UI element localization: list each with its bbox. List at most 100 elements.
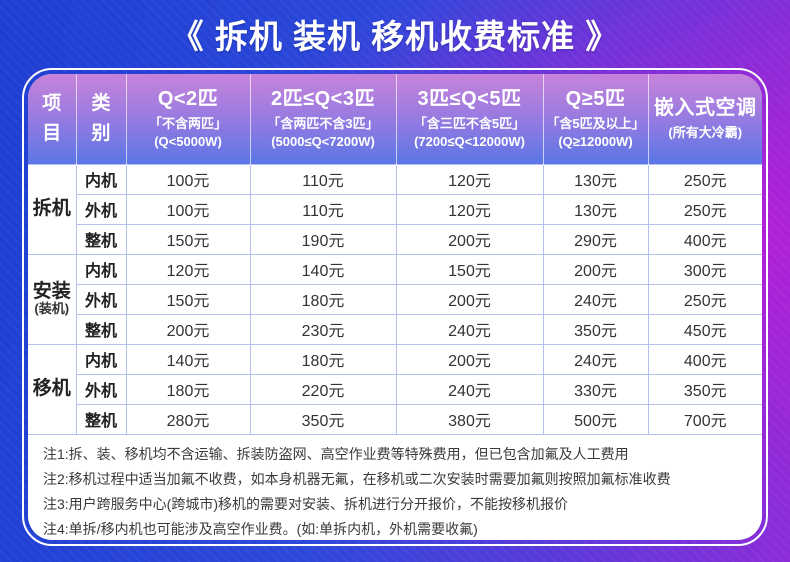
price-cell: 140元 (125, 343, 251, 375)
price-cell: 180元 (249, 343, 397, 375)
price-cell: 110元 (249, 193, 397, 225)
table-row: 外机 150元 180元 200元 240元 250元 (28, 283, 762, 315)
header-col-bracket: (所有大冷霸) (668, 124, 743, 140)
price-cell: 150元 (395, 253, 544, 285)
price-cell: 250元 (647, 163, 762, 195)
type-cell: 外机 (76, 193, 127, 225)
header-col-range: (7200≤Q<12000W) (414, 134, 525, 150)
type-cell: 外机 (76, 373, 127, 405)
type-cell: 整机 (76, 223, 127, 255)
type-cell: 内机 (75, 253, 127, 285)
notes-section: 注1:拆、装、移机均不含运输、拆装防盗网、高空作业费等特殊费用，但已包含加氟及人… (28, 435, 762, 541)
table-row: 外机 100元 110元 120元 130元 250元 (28, 193, 762, 225)
table-row: 安装 (装机) 内机 120元 140元 150元 200元 300元 (28, 253, 762, 345)
price-cell: 250元 (647, 283, 762, 315)
price-cell: 400元 (647, 343, 762, 375)
price-cell: 200元 (542, 253, 649, 285)
price-cell: 350元 (249, 403, 397, 435)
price-cell: 120元 (125, 253, 251, 285)
header-col-under-2hp: Q<2匹 「不含两匹」 (Q<5000W) (125, 74, 250, 164)
header-col-range: (5000≤Q<7200W) (271, 134, 375, 150)
table-row: 整机 280元 350元 380元 500元 700元 (28, 403, 762, 435)
section-label-install: 安装 (装机) (28, 253, 77, 345)
section-main-label: 拆机 (32, 198, 71, 219)
price-cell: 330元 (542, 373, 649, 405)
price-cell: 380元 (395, 403, 544, 435)
table-row: 移机 内机 140元 180元 200元 240元 400元 (28, 343, 762, 435)
price-cell: 220元 (249, 373, 397, 405)
header-col-range: (Q≥12000W) (558, 134, 633, 150)
pricing-card: 项 目 类 别 Q<2匹 「不含两匹」 (Q<5000W) 2匹≤Q<3匹 「含… (28, 74, 762, 540)
type-cell: 内机 (75, 343, 127, 375)
header-col-2-3hp: 2匹≤Q<3匹 「含两匹不含3匹」 (5000≤Q<7200W) (249, 74, 396, 164)
price-cell: 400元 (647, 223, 762, 255)
price-cell: 350元 (542, 313, 649, 345)
type-cell: 整机 (76, 313, 127, 345)
table-row: 整机 150元 190元 200元 290元 400元 (28, 223, 762, 255)
price-cell: 700元 (647, 403, 762, 435)
table-row: 外机 180元 220元 240元 330元 350元 (28, 373, 762, 405)
price-cell: 240元 (542, 343, 649, 375)
price-cell: 240元 (395, 313, 544, 345)
note-3: 注3:用户跨服务中心(跨城市)移机的需要对安装、拆机进行分开报价，不能按移机报价 (43, 495, 568, 512)
table-row: 整机 200元 230元 240元 350元 450元 (28, 313, 762, 345)
header-col-main: 3匹≤Q<5匹 (417, 88, 522, 111)
price-cell: 240元 (542, 283, 649, 315)
price-cell: 200元 (395, 343, 544, 375)
header-category-label: 类 别 (91, 92, 111, 144)
table-row: 拆机 内机 100元 110元 120元 130元 250元 (28, 163, 762, 255)
header-col-over-5hp: Q≥5匹 「含5匹及以上」 (Q≥12000W) (542, 74, 648, 164)
price-cell: 250元 (647, 193, 762, 225)
price-cell: 150元 (125, 283, 251, 315)
header-col-bracket: 「不含两匹」 (148, 116, 227, 132)
price-cell: 200元 (125, 313, 251, 345)
header-project-label: 项 目 (42, 92, 62, 144)
price-cell: 130元 (542, 163, 649, 195)
price-cell: 120元 (395, 163, 544, 195)
header-col-bracket: 「含两匹不含3匹」 (267, 116, 379, 132)
header-row: 项 目 类 别 Q<2匹 「不含两匹」 (Q<5000W) 2匹≤Q<3匹 「含… (28, 74, 762, 164)
pricing-table: 项 目 类 别 Q<2匹 「不含两匹」 (Q<5000W) 2匹≤Q<3匹 「含… (28, 74, 762, 435)
price-cell: 100元 (125, 193, 251, 225)
price-cell: 140元 (249, 253, 397, 285)
price-cell: 130元 (542, 193, 649, 225)
header-col-main: 嵌入式空调 (654, 96, 757, 119)
price-cell: 120元 (395, 193, 544, 225)
note-4: 注4:单拆/移内机也可能涉及高空作业费。(如:单拆内机，外机需要收氟) (43, 520, 478, 537)
section-main-label: 安装 (32, 281, 71, 302)
section-sub-label: (装机) (34, 301, 70, 316)
price-cell: 190元 (249, 223, 397, 255)
header-col-3-5hp: 3匹≤Q<5匹 「含三匹不含5匹」 (7200≤Q<12000W) (395, 74, 543, 164)
page-title: 《 拆机 装机 移机收费标准 》 (170, 18, 620, 55)
price-cell: 110元 (249, 163, 397, 195)
header-col-main: 2匹≤Q<3匹 (271, 88, 375, 111)
price-cell: 300元 (647, 253, 762, 285)
type-cell: 整机 (76, 403, 127, 435)
price-cell: 180元 (249, 283, 397, 315)
header-col-main: Q≥5匹 (565, 88, 626, 111)
price-cell: 150元 (125, 223, 251, 255)
price-cell: 180元 (125, 373, 251, 405)
header-col-bracket: 「含三匹不含5匹」 (413, 116, 526, 132)
header-col-bracket: 「含5匹及以上」 (546, 116, 645, 132)
price-cell: 290元 (542, 223, 649, 255)
section-main-label: 移机 (32, 378, 71, 399)
price-cell: 230元 (249, 313, 397, 345)
price-cell: 450元 (647, 313, 762, 345)
price-cell: 500元 (542, 403, 649, 435)
section-label-dismantle: 拆机 (28, 163, 77, 255)
table-header: 项 目 类 别 Q<2匹 「不含两匹」 (Q<5000W) 2匹≤Q<3匹 「含… (28, 74, 762, 164)
note-1: 注1:拆、装、移机均不含运输、拆装防盗网、高空作业费等特殊费用，但已包含加氟及人… (43, 445, 629, 462)
header-category: 类 别 (75, 74, 126, 164)
header-col-main: Q<2匹 (157, 88, 219, 111)
card-frame: 项 目 类 别 Q<2匹 「不含两匹」 (Q<5000W) 2匹≤Q<3匹 「含… (22, 68, 768, 546)
price-cell: 200元 (395, 283, 544, 315)
section-label-relocate: 移机 (28, 343, 77, 435)
price-cell: 350元 (647, 373, 762, 405)
price-cell: 280元 (125, 403, 251, 435)
table-body: 拆机 内机 100元 110元 120元 130元 250元 外机 100元 1… (28, 163, 762, 435)
header-project: 项 目 (28, 74, 76, 164)
type-cell: 内机 (75, 163, 127, 195)
type-cell: 外机 (76, 283, 127, 315)
